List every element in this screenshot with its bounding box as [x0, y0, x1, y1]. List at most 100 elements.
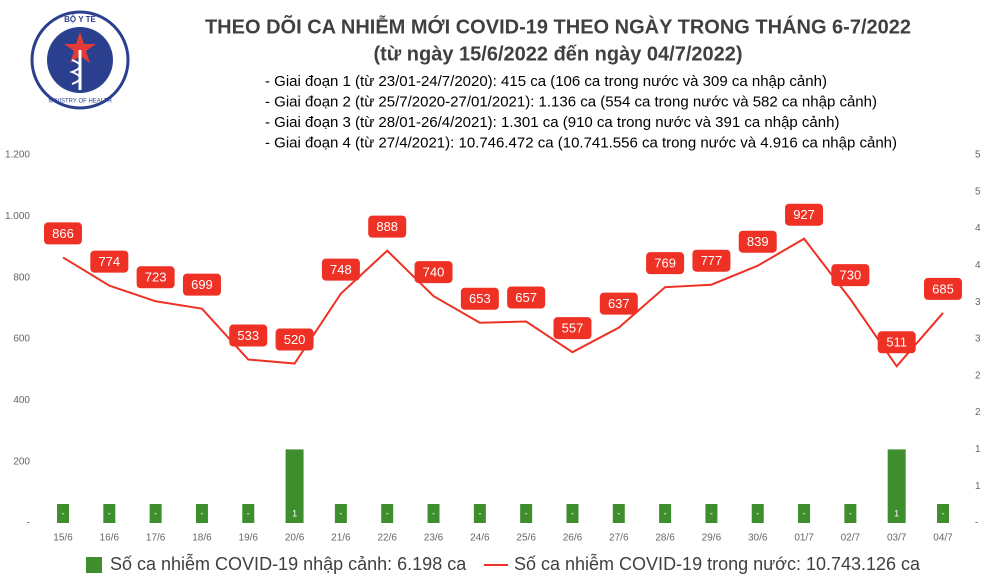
y2ticks-label: 1: [975, 444, 981, 455]
data-label: 520: [284, 332, 306, 347]
data-label-box: [90, 250, 129, 273]
logo-star: [64, 32, 96, 63]
bar-label: -: [62, 508, 65, 518]
bar-label-tag: [381, 504, 394, 523]
logo-top: BỘ Y TẾ: [64, 14, 96, 24]
bar-label: -: [200, 508, 203, 518]
data-label-box: [831, 264, 870, 287]
data-label: 685: [932, 281, 954, 296]
bar-label-tag: [195, 504, 208, 523]
data-label-box: [646, 252, 685, 275]
bar-label-tag: [844, 504, 857, 523]
bar-label-tag: [288, 504, 301, 523]
logo: BỘ Y TẾ MINISTRY OF HEALTH: [30, 10, 130, 110]
yticks-label: 1.000: [5, 211, 30, 222]
x-tick-label: 02/7: [841, 533, 861, 544]
bar-label: -: [478, 508, 481, 518]
data-label-box: [924, 277, 962, 300]
bar-label: -: [108, 508, 111, 518]
data-label-box: [553, 317, 592, 340]
data-label: 637: [608, 296, 630, 311]
bar-label-tag: [705, 504, 718, 523]
x-tick-label: 28/6: [655, 533, 675, 544]
bar-label: 1: [894, 508, 899, 518]
data-label-box: [44, 222, 82, 245]
x-tick-label: 17/6: [146, 533, 166, 544]
x-tick-label: 16/6: [100, 533, 120, 544]
annotation: - Giai đoạn 1 (từ 23/01-24/7/2020): 415 …: [265, 73, 827, 90]
data-label: 511: [886, 335, 907, 350]
data-label: 866: [52, 226, 74, 241]
data-label: 748: [330, 262, 352, 277]
x-tick-label: 19/6: [239, 533, 259, 544]
x-tick-label: 18/6: [192, 533, 212, 544]
data-label-box: [507, 286, 546, 309]
annotation: - Giai đoạn 4 (từ 27/4/2021): 10.746.472…: [265, 134, 897, 151]
yticks-label: -: [27, 518, 30, 529]
bar-label-tag: [566, 504, 579, 523]
data-label-box: [229, 324, 268, 347]
data-label: 927: [793, 207, 815, 222]
bar-label: -: [247, 508, 250, 518]
bar-label-tag: [798, 504, 811, 523]
x-tick-label: 27/6: [609, 533, 629, 544]
bar-label: -: [432, 508, 435, 518]
y2ticks-label: 3: [975, 297, 981, 308]
yticks-label: 1.200: [5, 150, 30, 161]
x-tick-label: 24/6: [470, 533, 490, 544]
bar-label-tag: [520, 504, 533, 523]
bar-label-tag: [890, 504, 903, 523]
data-label: 653: [469, 291, 491, 306]
bar-label: -: [849, 508, 852, 518]
data-label: 839: [747, 234, 769, 249]
bar-label-tag: [473, 504, 486, 523]
data-label: 730: [840, 268, 862, 283]
legend-swatch: [86, 557, 102, 573]
annotation: - Giai đoạn 3 (từ 28/01-26/4/2021): 1.30…: [265, 114, 839, 131]
y2ticks-label: 4: [975, 260, 981, 271]
legend-label: Số ca nhiễm COVID-19 trong nước: 10.743.…: [514, 553, 921, 574]
y2ticks-label: 5: [975, 186, 981, 197]
y2ticks-label: 1: [975, 481, 981, 492]
bar-label: -: [386, 508, 389, 518]
x-tick-label: 30/6: [748, 533, 768, 544]
x-tick-label: 21/6: [331, 533, 351, 544]
data-label: 557: [562, 321, 584, 336]
bar-label: -: [339, 508, 342, 518]
bar-label: -: [710, 508, 713, 518]
bar-label-tag: [937, 504, 949, 523]
bar-label-tag: [659, 504, 672, 523]
logo-snake: [69, 59, 81, 85]
x-tick-label: 15/6: [53, 533, 73, 544]
x-tick-label: 20/6: [285, 533, 305, 544]
yticks-label: 600: [13, 334, 30, 345]
logo-bottom: MINISTRY OF HEALTH: [48, 99, 111, 105]
bar-label-tag: [427, 504, 440, 523]
data-label-box: [599, 292, 638, 315]
data-label: 740: [423, 265, 445, 280]
bar-label: -: [803, 508, 806, 518]
y2ticks-label: -: [975, 518, 978, 529]
data-label-box: [785, 203, 824, 226]
bar-label: -: [756, 508, 759, 518]
legend-label: Số ca nhiễm COVID-19 nhập cảnh: 6.198 ca: [110, 553, 467, 574]
data-label: 888: [376, 219, 398, 234]
bar-label: -: [617, 508, 620, 518]
y2ticks-label: 4: [975, 223, 981, 234]
x-tick-label: 04/7: [933, 533, 953, 544]
data-label: 769: [654, 256, 676, 271]
bar-label-tag: [334, 504, 347, 523]
y2ticks-label: 5: [975, 150, 981, 161]
yticks-label: 400: [13, 395, 30, 406]
data-label-box: [182, 273, 221, 296]
bar-label-tag: [612, 504, 625, 523]
x-tick-label: 25/6: [516, 533, 536, 544]
data-label: 699: [191, 277, 213, 292]
data-label-box: [738, 230, 777, 253]
data-label: 533: [237, 328, 259, 343]
bar-label-tag: [103, 504, 116, 523]
bar-label-tag: [751, 504, 764, 523]
x-tick-label: 23/6: [424, 533, 444, 544]
bar-label: -: [525, 508, 528, 518]
